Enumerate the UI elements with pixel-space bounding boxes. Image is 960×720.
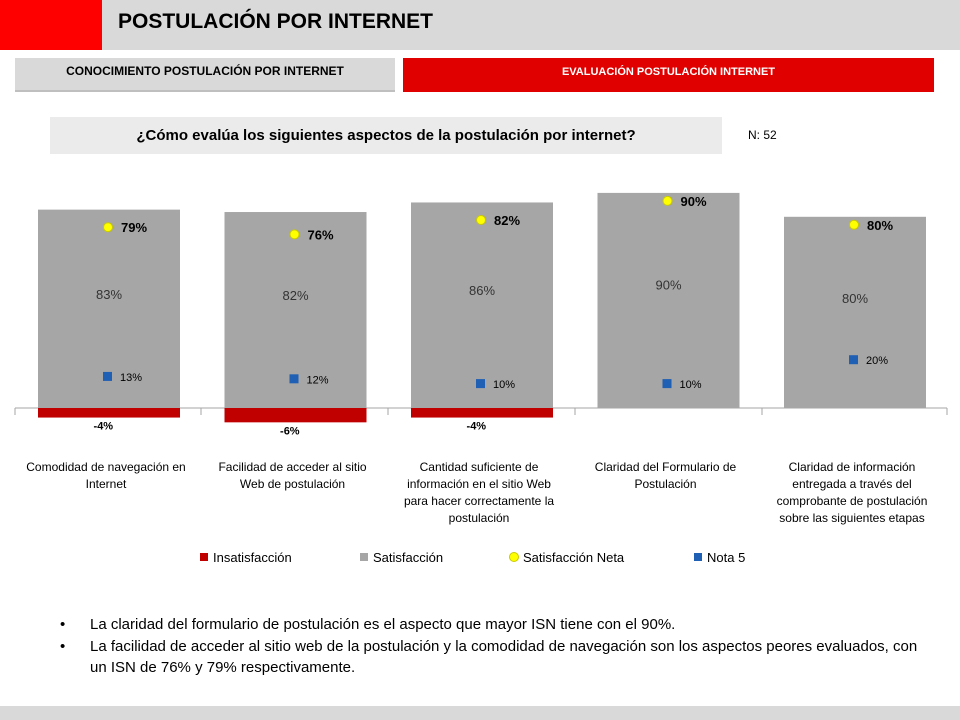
insatisfaccion-label: -6% [280,425,300,437]
legend-label: Satisfacción Neta [523,550,625,565]
category-label: sobre las siguientes etapas [779,511,924,525]
legend-marker [694,553,702,561]
satisfaccion-neta-label: 79% [121,220,147,235]
nota5-label: 20% [866,355,888,367]
satisfaccion-neta-label: 80% [867,218,893,233]
insatisfaccion-bar [411,408,553,418]
nota5-label: 10% [493,379,515,391]
nota5-label: 10% [680,379,702,391]
satisfaccion-neta-label: 82% [494,213,520,228]
question-title: ¿Cómo evalúa los siguientes aspectos de … [50,117,722,154]
satisfaccion-label: 86% [469,283,495,298]
satisfaccion-label: 80% [842,291,868,306]
satisfaccion-label: 82% [282,288,308,303]
category-label: Web de postulación [240,477,345,491]
category-label: comprobante de postulación [777,494,928,508]
satisfaccion-bar [784,216,926,408]
category-label: información en el sitio Web [407,477,551,491]
sample-size: N: 52 [748,128,777,142]
bullet-icon: • [60,638,66,655]
bar-chart: 83% -4% 13% 79% Comodidad de navegación en In… [14,192,948,565]
satisfaccion-neta-marker [662,195,673,206]
legend-label: Insatisfacción [213,550,292,565]
satisfaccion-neta-marker [476,215,486,226]
satisfaccion-neta-label: 76% [308,227,334,242]
note-text: La claridad del formulario de postulació… [90,616,676,633]
note-text: La facilidad de acceder al sitio web de … [90,638,918,676]
satisfaccion-bar [411,202,553,408]
category-label: postulación [449,511,510,525]
header-bar [0,0,960,50]
legend-marker [200,553,208,561]
legend-marker [509,552,519,562]
legend-label: Satisfacción [373,550,443,565]
category-label: entregada a través del [792,477,911,491]
category-label: Internet [86,477,127,491]
nota5-marker [476,379,485,389]
insatisfaccion-label: -4% [467,421,487,433]
satisfaccion-label: 90% [655,278,681,293]
category-label: Postulación [634,477,696,491]
insatisfaccion-bar [224,408,367,423]
insatisfaccion-bar [38,408,180,418]
category-label: Cantidad suficiente de [420,460,539,474]
page-title: POSTULACIÓN POR INTERNET [118,10,434,33]
nota5-marker [849,355,858,365]
satisfaccion-bar [597,192,740,408]
category-label: Claridad del Formulario de [595,460,737,474]
tab-evaluacion[interactable]: EVALUACIÓN POSTULACIÓN INTERNET [403,58,934,92]
brand-block [0,0,102,50]
note-item: • La claridad del formulario de postulac… [60,614,920,635]
category-label: Claridad de información [789,460,916,474]
category-label: Facilidad de acceder al sitio [218,460,366,474]
satisfaccion-neta-marker [103,222,113,233]
notes-list: • La claridad del formulario de postulac… [60,614,920,679]
note-item: • La facilidad de acceder al sitio web d… [60,636,920,678]
nota5-label: 12% [307,374,329,386]
insatisfaccion-label: -4% [94,421,114,433]
satisfaccion-neta-label: 90% [681,194,707,209]
satisfaccion-neta-marker [289,229,300,240]
nota5-label: 13% [120,372,142,384]
category-label: para hacer correctamente la [404,494,554,508]
nota5-marker [103,371,112,381]
nota5-marker [289,374,299,384]
legend-marker [360,553,368,561]
footer-bar [0,706,960,720]
bullet-icon: • [60,616,66,633]
category-label: Comodidad de navegación en [26,460,185,474]
satisfaccion-label: 83% [96,287,122,302]
satisfaccion-neta-marker [849,219,859,230]
legend-label: Nota 5 [707,550,745,565]
tab-conocimiento[interactable]: CONOCIMIENTO POSTULACIÓN POR INTERNET [15,58,395,92]
nota5-marker [662,379,672,389]
